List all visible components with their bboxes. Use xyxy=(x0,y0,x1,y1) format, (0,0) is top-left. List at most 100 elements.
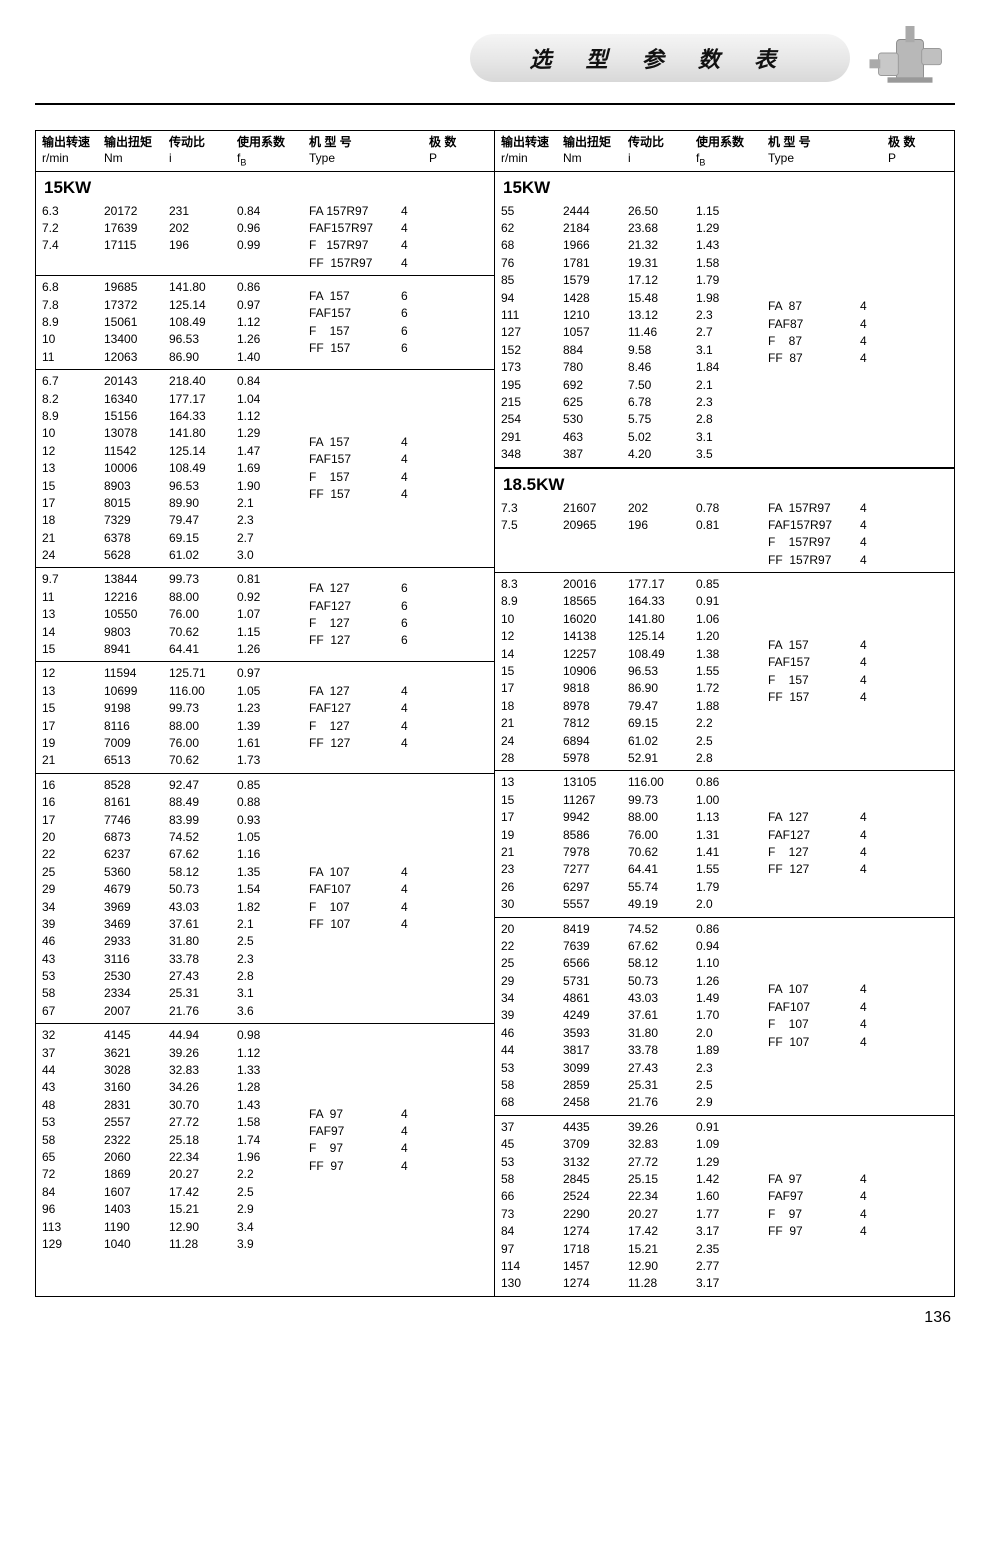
col-rpm: 8.38.9101214151718212428 xyxy=(501,576,563,767)
col-nm: 1968517372150611340012063 xyxy=(104,279,169,366)
data-group: 1315171921232630 13105112679942858679787… xyxy=(495,771,954,917)
type-row: F 1274 xyxy=(309,718,426,735)
table-header-row: 输出转速r/min 输出扭矩Nm 传动比i 使用系数fB 机 型 号Type 极… xyxy=(36,131,494,172)
type-block: FA 874FAF874F 874FF 874 xyxy=(768,203,885,464)
type-block: FA 1274FAF1274F 1274FF 1274 xyxy=(309,665,426,769)
data-group: 3745535866738497114130 44353709313228452… xyxy=(495,1116,954,1296)
type-row: F 1274 xyxy=(768,844,885,861)
page-header: 选 型 参 数 表 xyxy=(35,20,955,95)
col-ratio: 116.0099.7388.0076.0070.6264.4155.7449.1… xyxy=(628,774,696,913)
col-ratio: 44.9439.2632.8334.2630.7027.7225.1822.34… xyxy=(169,1027,237,1253)
col-ratio: 141.80125.14108.4996.5386.90 xyxy=(169,279,237,366)
type-block: FA 1074FAF1074F 1074FF 1074 xyxy=(768,921,885,1112)
col-nm: 1310511267994285867978727762975557 xyxy=(563,774,628,913)
type-row: FA 1074 xyxy=(309,864,426,881)
kw-label: 15KW xyxy=(36,172,494,200)
col-nm: 11594106999198811670096513 xyxy=(104,665,169,769)
type-row: FF 1274 xyxy=(309,735,426,752)
type-row: F 974 xyxy=(309,1140,426,1157)
col-fb: 0.850.911.061.201.381.551.721.882.22.52.… xyxy=(696,576,768,767)
col-rpm: 6.37.27.4 xyxy=(42,203,104,273)
col-nm: 2001618565160201413812257109069818897878… xyxy=(563,576,628,767)
col-fb: 0.911.091.291.421.601.773.172.352.773.17 xyxy=(696,1119,768,1293)
data-group: 556268768594111127152173195215254291348 … xyxy=(495,200,954,468)
type-block: FA 974FAF974F 974FF 974 xyxy=(768,1119,885,1293)
type-block: FA 157R974FAF157R974F 157R974FF 157R974 xyxy=(309,203,426,273)
type-row: F 874 xyxy=(768,333,885,350)
th-nm: 输出扭矩Nm xyxy=(104,135,169,169)
type-row: FAF1074 xyxy=(768,999,885,1016)
type-row: F 1074 xyxy=(768,1016,885,1033)
col-rpm: 7.37.5 xyxy=(501,500,563,570)
left-table: 输出转速r/min 输出扭矩Nm 传动比i 使用系数fB 机 型 号Type 极… xyxy=(36,131,495,1296)
type-row: F 1574 xyxy=(768,672,885,689)
type-row: FF 1574 xyxy=(309,486,426,503)
col-rpm: 3237444348535865728496113129 xyxy=(42,1027,104,1253)
type-row: FF 1276 xyxy=(309,632,426,649)
type-block: FA 157R974FAF157R974F 157R974FF 157R974 xyxy=(768,500,885,570)
type-row: FF 1574 xyxy=(768,689,885,706)
data-group: 6.37.27.4 201721763917115 231202196 0.84… xyxy=(36,200,494,277)
th-poles: 极 数P xyxy=(888,135,928,169)
col-ratio: 99.7388.0076.0070.6264.41 xyxy=(169,571,237,658)
col-fb: 0.850.880.931.051.161.351.541.822.12.52.… xyxy=(237,777,309,1020)
type-row: FF 157R974 xyxy=(309,255,426,272)
col-nm: 13844122161055098038941 xyxy=(104,571,169,658)
col-fb: 0.860.941.101.261.491.702.01.892.32.52.9 xyxy=(696,921,768,1112)
page-number: 136 xyxy=(35,1309,955,1327)
type-block: FA 1574FAF1574F 1574FF 1574 xyxy=(768,576,885,767)
type-row: FA 1576 xyxy=(309,288,426,305)
col-rpm: 3745535866738497114130 xyxy=(501,1119,563,1293)
type-row: FAF157R974 xyxy=(309,220,426,237)
col-fb: 0.860.971.121.261.40 xyxy=(237,279,309,366)
col-fb: 0.780.81 xyxy=(696,500,768,570)
col-rpm: 6.78.28.91012131517182124 xyxy=(42,373,104,564)
col-ratio: 231202196 xyxy=(169,203,237,273)
type-row: FAF1274 xyxy=(309,700,426,717)
type-row: FAF1576 xyxy=(309,305,426,322)
type-block: FA 1574FAF1574F 1574FF 1574 xyxy=(309,373,426,564)
col-nm: 4145362130283160283125572322206018691607… xyxy=(104,1027,169,1253)
type-block: FA 1274FAF1274F 1274FF 1274 xyxy=(768,774,885,913)
col-fb: 0.841.041.121.291.471.691.902.12.32.73.0 xyxy=(237,373,309,564)
type-row: FA 157R974 xyxy=(768,500,885,517)
table-header-row: 输出转速r/min 输出扭矩Nm 传动比i 使用系数fB 机 型 号Type 极… xyxy=(495,131,954,172)
type-row: FA 1574 xyxy=(309,434,426,451)
type-row: F 974 xyxy=(768,1206,885,1223)
type-row: FF 1074 xyxy=(309,916,426,933)
type-row: FAF974 xyxy=(309,1123,426,1140)
data-group: 3237444348535865728496113129 41453621302… xyxy=(36,1024,494,1256)
data-group: 2022252934394644535868 84197639656657314… xyxy=(495,918,954,1116)
data-group: 121315171921 11594106999198811670096513 … xyxy=(36,662,494,773)
th-fb: 使用系数fB xyxy=(696,135,768,169)
type-block: FA 1576FAF1576F 1576FF 1576 xyxy=(309,279,426,366)
th-rpm: 输出转速r/min xyxy=(501,135,563,169)
col-ratio: 177.17164.33141.80125.14108.4996.5386.90… xyxy=(628,576,696,767)
type-row: F 1276 xyxy=(309,615,426,632)
data-group: 8.38.9101214151718212428 200161856516020… xyxy=(495,573,954,771)
type-block: FA 974FAF974F 974FF 974 xyxy=(309,1027,426,1253)
type-row: FA 1274 xyxy=(768,809,885,826)
th-nm: 输出扭矩Nm xyxy=(563,135,628,169)
th-rpm: 输出转速r/min xyxy=(42,135,104,169)
col-rpm: 121315171921 xyxy=(42,665,104,769)
col-nm: 201721763917115 xyxy=(104,203,169,273)
type-row: F 157R974 xyxy=(309,237,426,254)
col-ratio: 26.5023.6821.3219.3117.1215.4813.1211.46… xyxy=(628,203,696,464)
type-row: FAF1074 xyxy=(309,881,426,898)
type-row: FAF1276 xyxy=(309,598,426,615)
col-fb: 0.861.001.131.311.411.551.792.0 xyxy=(696,774,768,913)
type-row: FAF157R974 xyxy=(768,517,885,534)
right-table: 输出转速r/min 输出扭矩Nm 传动比i 使用系数fB 机 型 号Type 极… xyxy=(495,131,954,1296)
type-row: F 157R974 xyxy=(768,534,885,551)
data-group: 9.711131415 13844122161055098038941 99.7… xyxy=(36,568,494,662)
th-poles: 极 数P xyxy=(429,135,469,169)
th-ratio: 传动比i xyxy=(628,135,696,169)
col-rpm: 6.87.88.91011 xyxy=(42,279,104,366)
kw-label: 15KW xyxy=(495,172,954,200)
tables-container: 输出转速r/min 输出扭矩Nm 传动比i 使用系数fB 机 型 号Type 极… xyxy=(35,130,955,1297)
type-row: FAF874 xyxy=(768,316,885,333)
type-row: FF 974 xyxy=(768,1223,885,1240)
type-row: FF 1576 xyxy=(309,340,426,357)
type-row: FA 1074 xyxy=(768,981,885,998)
